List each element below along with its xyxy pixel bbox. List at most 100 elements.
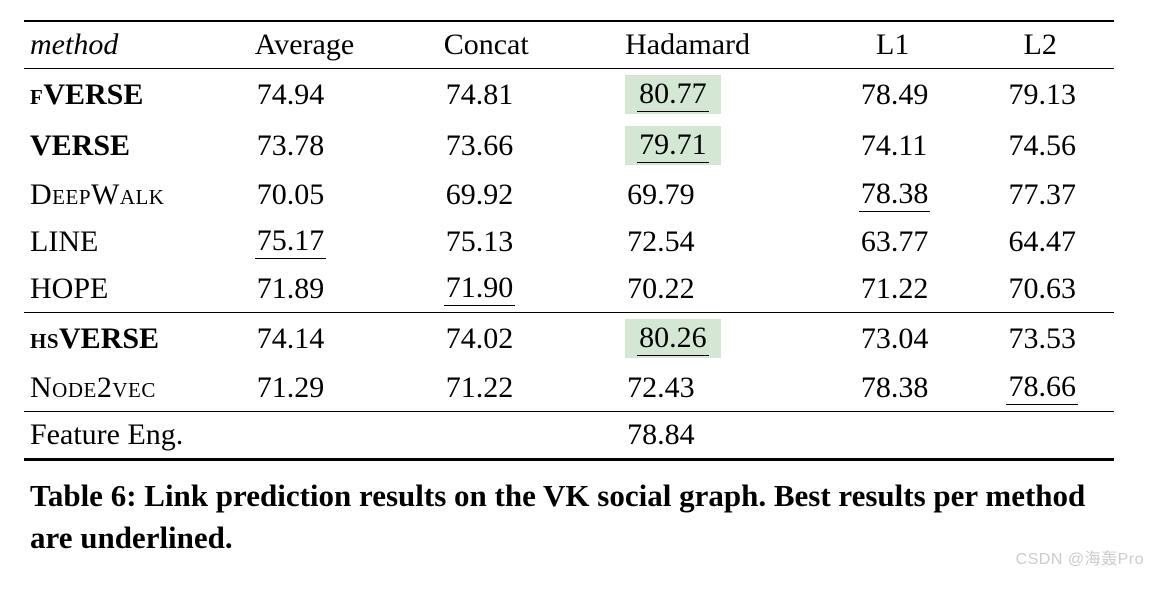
- table-body: fVERSE74.94 74.81 80.77 78.49 79.13 VERSE73.7…: [24, 69, 1114, 460]
- col-method: method: [24, 21, 255, 69]
- cell-value: 77.37: [1006, 178, 1078, 212]
- cell: 69.92: [444, 171, 625, 218]
- cell: 79.13: [966, 69, 1114, 121]
- cell: 69.79: [625, 171, 819, 218]
- cell-value: 72.43: [625, 371, 697, 405]
- cell: [819, 412, 967, 460]
- cell-highlight: 80.77: [625, 75, 721, 114]
- cell-value: 78.66: [1006, 370, 1078, 405]
- cell: 63.77: [819, 218, 967, 265]
- table-row: LINE75.1775.13 72.54 63.77 64.47: [24, 218, 1114, 265]
- cell: 75.13: [444, 218, 625, 265]
- cell-value: 73.04: [859, 322, 931, 356]
- col-l2: L2: [966, 21, 1114, 69]
- cell-value: 63.77: [859, 225, 931, 259]
- col-hadamard: Hadamard: [625, 21, 819, 69]
- cell-value: 78.49: [859, 78, 931, 112]
- cell-value: 80.26: [637, 321, 709, 356]
- col-average: Average: [255, 21, 444, 69]
- table-row: Feature Eng.78.84: [24, 412, 1114, 460]
- method-name: VERSE: [24, 120, 255, 171]
- method-name: LINE: [24, 218, 255, 265]
- cell: 72.43: [625, 364, 819, 412]
- cell: 73.53: [966, 313, 1114, 365]
- cell: 71.22: [819, 265, 967, 313]
- cell: 75.17: [255, 218, 444, 265]
- cell: 70.22: [625, 265, 819, 313]
- cell-value: 75.13: [444, 225, 516, 259]
- cell: 78.49: [819, 69, 967, 121]
- cell: 71.90: [444, 265, 625, 313]
- cell-value: 74.94: [255, 78, 327, 112]
- cell-value: 71.22: [859, 272, 931, 306]
- cell-value: 71.90: [444, 271, 516, 306]
- cell: [255, 412, 444, 460]
- cell: [966, 412, 1114, 460]
- table-row: DeepWalk70.05 69.92 69.79 78.38 77.37: [24, 171, 1114, 218]
- header-row: method Average Concat Hadamard L1 L2: [24, 21, 1114, 69]
- results-table: method Average Concat Hadamard L1 L2 fVE…: [24, 20, 1114, 461]
- cell: 70.63: [966, 265, 1114, 313]
- cell: 80.26: [625, 313, 819, 365]
- cell-value: 74.02: [444, 322, 516, 356]
- method-name: hsVERSE: [24, 313, 255, 365]
- cell-value: 64.47: [1006, 225, 1078, 259]
- cell-value: 71.22: [444, 371, 516, 405]
- cell-value: 71.89: [255, 272, 327, 306]
- cell-value: 74.11: [859, 129, 929, 163]
- cell: 71.29: [255, 364, 444, 412]
- cell: 74.02: [444, 313, 625, 365]
- cell: 72.54: [625, 218, 819, 265]
- cell-highlight: 79.71: [625, 126, 721, 165]
- cell: 73.66: [444, 120, 625, 171]
- cell-value: 78.38: [859, 371, 931, 405]
- cell-value: 79.71: [637, 128, 709, 163]
- cell: 73.04: [819, 313, 967, 365]
- cell: 73.78: [255, 120, 444, 171]
- cell: 78.38: [819, 171, 967, 218]
- col-l1: L1: [819, 21, 967, 69]
- cell-value: 70.05: [255, 178, 327, 212]
- cell-value: 78.84: [625, 418, 697, 452]
- cell-value: 74.14: [255, 322, 327, 356]
- cell: 74.94: [255, 69, 444, 121]
- cell-value: 73.78: [255, 129, 327, 163]
- cell: [444, 412, 625, 460]
- cell-highlight: 80.26: [625, 319, 721, 358]
- table-row: HOPE71.89 71.90 70.22 71.22 70.63: [24, 265, 1114, 313]
- cell: 74.56: [966, 120, 1114, 171]
- cell: 74.11: [819, 120, 967, 171]
- method-name: Node2vec: [24, 364, 255, 412]
- cell-value: 72.54: [625, 225, 697, 259]
- cell: 78.66: [966, 364, 1114, 412]
- cell-value: 74.56: [1006, 129, 1078, 163]
- cell-value: 79.13: [1006, 78, 1078, 112]
- cell: 78.38: [819, 364, 967, 412]
- cell: 71.22: [444, 364, 625, 412]
- cell-value: 74.81: [444, 78, 516, 112]
- table-row: VERSE73.78 73.66 79.71 74.11 74.56: [24, 120, 1114, 171]
- cell: 79.71: [625, 120, 819, 171]
- cell: 78.84: [625, 412, 819, 460]
- cell: 77.37: [966, 171, 1114, 218]
- cell-value: 78.38: [859, 177, 931, 212]
- cell-value: 80.77: [637, 77, 709, 112]
- cell: 64.47: [966, 218, 1114, 265]
- cell-value: 69.92: [444, 178, 516, 212]
- table-caption: Table 6: Link prediction results on the …: [24, 475, 1120, 559]
- cell: 71.89: [255, 265, 444, 313]
- cell-value: 73.53: [1006, 322, 1078, 356]
- method-name: DeepWalk: [24, 171, 255, 218]
- method-name: fVERSE: [24, 69, 255, 121]
- cell-value: 71.29: [255, 371, 327, 405]
- cell: 74.14: [255, 313, 444, 365]
- table-row: fVERSE74.94 74.81 80.77 78.49 79.13: [24, 69, 1114, 121]
- cell: 74.81: [444, 69, 625, 121]
- col-concat: Concat: [444, 21, 625, 69]
- watermark-text: CSDN @海轰Pro: [1016, 545, 1144, 569]
- table-row: hsVERSE74.14 74.02 80.26 73.04 73.53: [24, 313, 1114, 365]
- method-name: HOPE: [24, 265, 255, 313]
- cell: 70.05: [255, 171, 444, 218]
- cell-value: 73.66: [444, 129, 516, 163]
- cell: 80.77: [625, 69, 819, 121]
